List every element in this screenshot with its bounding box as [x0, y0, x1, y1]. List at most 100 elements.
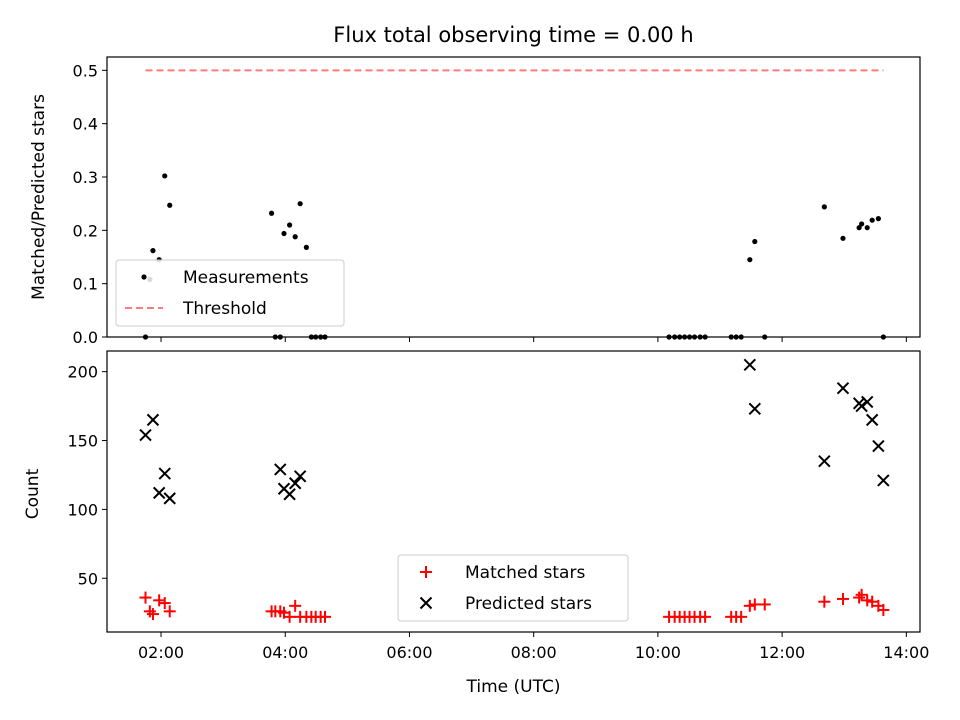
top-series-measurements-point — [859, 221, 865, 227]
top-series-measurements-point — [821, 204, 827, 210]
bottom-series-predicted-stars-point — [288, 477, 302, 490]
bottom-series-predicted-stars-point-b — [274, 463, 287, 476]
bottom-series-matched-stars-point — [758, 598, 771, 611]
top-series-measurements-point — [281, 230, 287, 237]
bottom-series-predicted-stars-point-b — [865, 413, 879, 427]
top-series-measurements-point — [856, 225, 862, 231]
bottom-series-matched-stars-point — [283, 610, 296, 623]
bottom-series-predicted-stars-point-b — [163, 492, 176, 505]
top-y-tick-label: 0.5 — [73, 61, 98, 80]
bottom-series-predicted-stars-point-b — [855, 399, 868, 413]
top-series-measurements-point — [752, 238, 758, 245]
top-series-measurements — [142, 173, 886, 340]
top-legend: Measurements Threshold — [115, 259, 345, 327]
bottom-series-predicted-stars-point-b — [818, 454, 831, 468]
bottom-legend-label: Matched stars — [465, 563, 585, 583]
bottom-series-matched-stars-point — [146, 608, 159, 621]
top-series-measurements-point — [292, 234, 298, 240]
bottom-series-predicted-stars-point-b — [288, 477, 302, 490]
bottom-series-matched-stars-point — [818, 595, 831, 608]
x-axis-label: Time (UTC) — [466, 677, 561, 697]
bottom-x-tick-label: 10:00 — [635, 643, 681, 662]
bottom-series-predicted-stars-point-b — [146, 413, 160, 427]
bottom-legend-key — [419, 596, 433, 610]
bottom-series-predicted-stars-point — [872, 439, 885, 453]
bottom-series-predicted-stars-point — [861, 395, 874, 409]
bottom-x-tick-label: 14:00 — [883, 643, 929, 662]
bottom-panel: 02:00 04:00 06:00 08:00 10:00 12:00 14:00 50 100… — [67, 350, 929, 662]
top-y-tick-label: 0.4 — [73, 115, 98, 134]
bottom-series-matched-stars-point — [319, 610, 332, 623]
bottom-series-predicted-stars-point — [743, 358, 757, 371]
top-legend-label: Measurements — [183, 268, 309, 288]
bottom-series-matched-stars-point — [139, 591, 152, 604]
bottom-series-matched-stars-point — [855, 588, 868, 601]
top-axes-frame — [106, 56, 921, 338]
bottom-series-predicted-stars-point-b — [158, 467, 171, 480]
top-series-measurements-point — [840, 235, 846, 241]
bottom-series-predicted-stars-point-b — [293, 470, 307, 483]
top-y-tick-label: 0.2 — [73, 221, 98, 240]
bottom-series-predicted-stars-point-b — [877, 474, 890, 487]
bottom-series-predicted-stars-point-b — [152, 486, 166, 500]
top-series-measurements-point — [167, 202, 173, 208]
bottom-series-predicted-stars-point-b — [872, 439, 885, 453]
top-series-measurements-point — [268, 210, 275, 216]
bottom-x-tick-label: 06:00 — [386, 643, 432, 662]
bottom-series-matched-stars-point — [158, 597, 171, 610]
bottom-series-predicted-stars-point — [877, 474, 890, 487]
top-series-measurements-point — [875, 216, 881, 222]
bottom-x-tick-label: 12:00 — [759, 643, 805, 662]
top-y-tick-label: 0.1 — [73, 275, 98, 294]
bottom-y-axis-label: Count — [23, 468, 43, 519]
bottom-x-tick-label: 08:00 — [511, 643, 557, 662]
bottom-legend-key — [420, 566, 432, 578]
bottom-series-predicted-stars-point-b — [861, 395, 874, 409]
bottom-series-predicted-stars-point-b — [748, 402, 761, 416]
bottom-series-predicted-stars-point — [293, 470, 307, 483]
top-legend-key — [141, 274, 147, 280]
bottom-series-predicted-stars-point — [748, 402, 761, 416]
bottom-y-tick-label: 150 — [67, 432, 98, 451]
bottom-series-matched-stars-point — [853, 591, 866, 604]
bottom-y-tick-label: 100 — [67, 500, 98, 519]
top-series-measurements-point — [747, 257, 753, 263]
bottom-series-predicted-stars-point — [836, 381, 850, 395]
top-legend-box — [115, 259, 345, 327]
top-y-axis-label: Matched/Predicted stars — [29, 94, 49, 300]
bottom-series-predicted-stars-point — [865, 413, 879, 427]
top-series-measurements-point — [864, 225, 870, 231]
bottom-series-predicted-stars-point — [146, 413, 160, 427]
bottom-series-predicted-stars-point — [818, 454, 831, 468]
bottom-series-predicted-stars-point — [158, 467, 171, 480]
bottom-x-tick-label: 02:00 — [138, 643, 184, 662]
bottom-series-predicted-stars-point-b — [743, 358, 757, 371]
top-series-measurements-point — [162, 173, 168, 179]
bottom-legend-key-b — [419, 596, 433, 610]
bottom-series-predicted-stars-point — [283, 488, 296, 501]
bottom-series-matched-stars-point — [153, 594, 166, 607]
chart-title: Flux total observing time = 0.00 h — [333, 23, 693, 47]
top-series-measurements-point — [869, 217, 875, 223]
bottom-series-predicted-stars-point — [855, 399, 868, 413]
bottom-series-predicted-stars-point-b — [836, 381, 850, 395]
bottom-series-predicted-stars-point — [152, 486, 166, 500]
bottom-series-matched-stars-point — [836, 592, 849, 605]
bottom-legend: Matched stars Predicted stars — [397, 554, 629, 622]
top-legend-label: Threshold — [182, 299, 267, 319]
top-y-tick-label: 0.3 — [73, 168, 98, 187]
bottom-series-predicted-stars — [139, 358, 890, 505]
bottom-y-tick-label: 50 — [78, 569, 98, 588]
bottom-series-predicted-stars-point — [139, 428, 152, 442]
bottom-series-predicted-stars-point-b — [283, 488, 296, 501]
bottom-series-predicted-stars-point-b — [139, 428, 152, 442]
bottom-series-predicted-stars-point-b — [277, 482, 291, 495]
top-series-measurements-point — [286, 222, 293, 228]
bottom-series-matched-stars-point — [699, 610, 712, 623]
bottom-series-matched-stars-point — [877, 603, 890, 616]
bottom-y-tick-label: 200 — [67, 363, 98, 382]
bottom-legend-box — [397, 554, 629, 622]
bottom-series-matched-stars-point — [866, 595, 879, 608]
bottom-axes-frame — [106, 350, 921, 633]
